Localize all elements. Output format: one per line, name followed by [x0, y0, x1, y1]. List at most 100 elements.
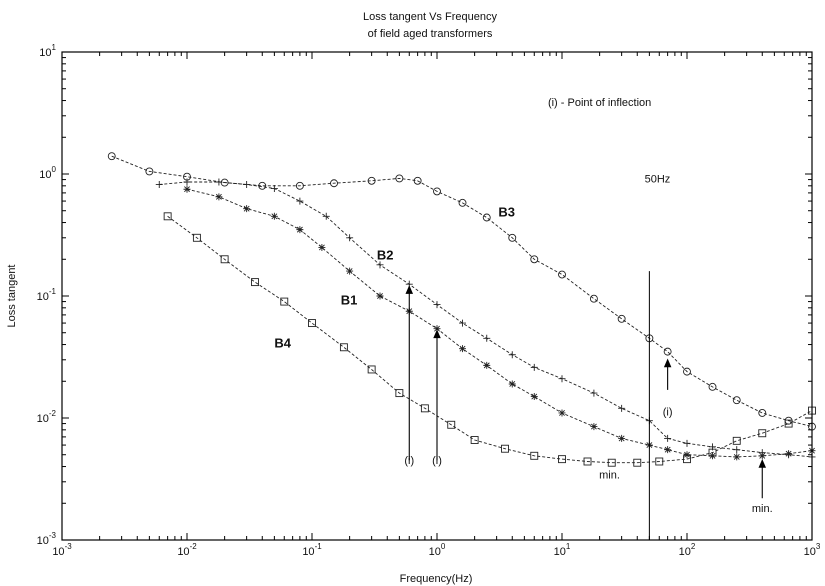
data-point-b4 [163, 212, 172, 221]
annotations: B3 B2 B1 B4 (i) - Point of inflection 50Hz (i)… [274, 97, 773, 540]
data-point-b1 [215, 193, 223, 201]
data-point-b3 [433, 187, 441, 196]
x-tick-label: 10-3 [52, 542, 72, 558]
data-point-b1 [618, 434, 626, 442]
data-point-b4 [732, 436, 741, 445]
data-point-b4 [501, 444, 509, 453]
data-point-b2 [270, 185, 278, 193]
data-point-b2 [618, 404, 626, 412]
x-tick-label-base: 10 [52, 546, 64, 558]
data-point-b3 [558, 270, 566, 279]
y-tick-label-exp: 0 [52, 165, 57, 174]
data-point-b4 [683, 455, 691, 464]
data-point-b2 [433, 301, 441, 309]
x-tick-label-base: 10 [679, 546, 691, 558]
data-point-b2 [558, 375, 566, 383]
data-point-b2 [733, 446, 741, 454]
arrow-head [663, 358, 672, 368]
data-point-b1 [270, 212, 278, 220]
data-point-b4 [251, 278, 259, 287]
x-tick-label-exp: -3 [65, 542, 73, 551]
x-tick-label-base: 10 [554, 546, 566, 558]
data-point-b4 [583, 457, 592, 466]
y-tick-label: 10-3 [37, 531, 57, 547]
data-point-b4 [367, 365, 376, 374]
data-point-b3 [258, 181, 267, 190]
data-point-b4 [447, 420, 456, 429]
series-line-b3 [111, 155, 813, 428]
data-point-b1 [590, 423, 598, 431]
data-point-b4 [607, 458, 616, 467]
data-point-b1 [433, 325, 441, 333]
x-tick-label-base: 10 [302, 546, 314, 558]
data-point-b4 [280, 297, 289, 306]
series-b1 [183, 185, 816, 461]
data-point-b2 [243, 181, 251, 189]
series-line-b1 [186, 188, 813, 458]
data-point-b2 [530, 363, 538, 371]
x-tick-label-exp: 2 [691, 542, 696, 551]
x-tick-label-exp: -2 [190, 542, 198, 551]
data-point-b4 [420, 404, 429, 413]
y-tick-label: 10-1 [37, 287, 57, 303]
y-tick-label: 10-2 [37, 409, 57, 425]
series-b3 [107, 152, 816, 431]
y-tick-label-base: 10 [37, 291, 49, 303]
axis-ticks: 10-3 10-2 10-1 100 101 102 10310-310-210-11001… [37, 43, 821, 558]
annotation-label: min. [752, 503, 773, 515]
data-point-b3 [663, 347, 672, 356]
x-axis-label: Frequency(Hz) [400, 573, 473, 585]
data-point-b1 [346, 267, 354, 275]
data-point-b3 [589, 294, 598, 303]
y-tick-label-base: 10 [37, 413, 49, 425]
x-tick-label: 102 [679, 542, 696, 558]
data-point-b1 [733, 453, 741, 461]
data-point-b3 [617, 314, 626, 323]
data-point-b1 [683, 451, 691, 459]
x-tick-label-exp: 0 [441, 542, 446, 551]
plot-frame [61, 51, 813, 541]
y-tick-label-exp: -2 [49, 409, 57, 418]
data-point-b3 [732, 396, 741, 405]
y-tick-label-exp: -3 [49, 531, 57, 540]
data-point-b3 [530, 255, 539, 264]
data-point-b3 [482, 213, 491, 222]
data-point-b3 [330, 179, 338, 188]
data-point-b2 [155, 181, 163, 189]
data-point-b3 [107, 152, 116, 161]
arrow-head [758, 459, 767, 468]
data-point-b2 [215, 178, 223, 186]
y-tick-label-base: 10 [39, 169, 51, 181]
data-point-b2 [483, 334, 491, 342]
x-tick-label-base: 10 [429, 546, 441, 558]
data-point-b1 [243, 205, 251, 213]
data-point-b1 [664, 446, 672, 454]
x-tick-label: 100 [429, 542, 446, 558]
data-point-b1 [459, 345, 467, 353]
data-point-b4 [339, 343, 348, 352]
x-tick-label-base: 10 [177, 546, 189, 558]
data-point-b3 [508, 233, 517, 242]
data-point-b1 [376, 292, 384, 300]
x-tick-label-exp: -1 [315, 542, 323, 551]
series-label-b2: B2 [377, 247, 394, 262]
annotation-label: (i) [663, 406, 673, 418]
data-point-b4 [530, 451, 539, 460]
data-point-b2 [296, 197, 304, 205]
data-point-b4 [395, 389, 404, 398]
x-tick-label-exp: 1 [566, 542, 571, 551]
x-tick-label: 103 [804, 542, 821, 558]
data-series [107, 152, 816, 467]
y-tick-label: 100 [39, 165, 56, 181]
data-point-b4 [633, 458, 642, 467]
y-tick-label-base: 10 [37, 535, 49, 547]
annotation-label: 50Hz [645, 174, 671, 186]
data-point-b3 [395, 174, 404, 183]
y-tick-label-exp: -1 [49, 287, 57, 296]
series-b4 [163, 212, 816, 467]
annotation-label: (i) - Point of inflection [548, 97, 651, 109]
arrow-head [405, 285, 414, 294]
y-tick-label-base: 10 [39, 47, 51, 59]
data-point-b3 [295, 181, 304, 190]
